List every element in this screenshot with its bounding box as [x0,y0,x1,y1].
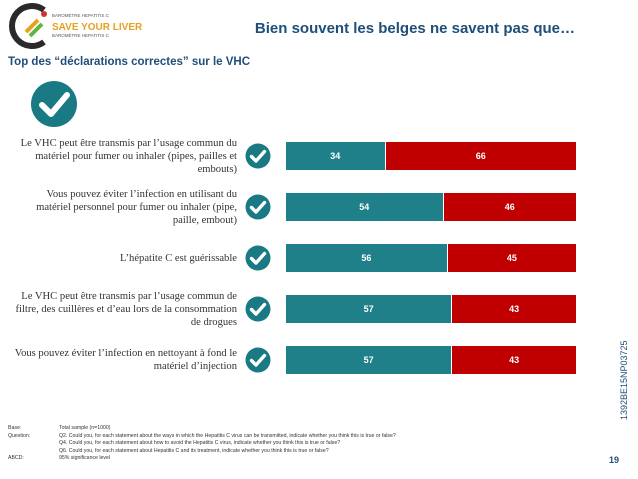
footer-row: Q6. Could you, for each statement about … [8,448,396,456]
footer-text: 95% significance level [59,455,111,462]
bar-correct: 54 [286,193,443,221]
page-title: Bien souvent les belges ne savent pas qu… [254,20,575,37]
category-label: L’hépatite C est guérissable [120,252,237,264]
data-label: 57 [363,304,374,314]
bar-correct: 56 [286,244,447,272]
category-label: Le VHC peut être transmis par l’usage co… [15,290,237,328]
check-circle-icon [245,296,271,322]
logo-graphic: BAROMÈTRE HEPATITIS C SAVE YOUR LIVER BA… [9,3,143,49]
footer-row: ABCD: 95% significance level [8,455,396,463]
footer-text: Total sample (n=1000) [59,425,111,431]
category-label: Le VHC peut être transmis par l’usage co… [20,137,237,175]
footer-text: Q6. Could you, for each statement about … [59,447,329,454]
bar-correct: 57 [286,346,452,374]
footer-text: Q4. Could you, for each statement about … [59,440,341,447]
bar-incorrect: 66 [384,142,576,170]
check-circle-icon [245,194,271,220]
logo-line1: BAROMÈTRE HEPATITIS C [52,12,110,18]
data-label: 43 [509,355,520,365]
footer-row: Base: Total sample (n=1000) [8,425,396,433]
data-label: 43 [509,304,520,314]
bar-incorrect: 43 [451,346,576,374]
footer-row: Q4. Could you, for each statement about … [8,440,396,448]
footer-key [8,440,59,448]
bar-incorrect: 43 [451,295,576,323]
data-label: 66 [475,151,486,161]
data-label: 34 [330,151,341,161]
check-circle-icon [30,80,78,128]
logo-line2: SAVE YOUR LIVER [52,22,143,33]
footer-text: Q2. Could you, for each statement about … [59,432,396,439]
bar-correct: 57 [286,295,452,323]
footer-key [8,448,59,456]
logo-line3: BAROMÈTRE HEPATITIS C [52,32,110,38]
data-label: 45 [506,253,517,263]
check-circle-icon [245,245,271,271]
footer-key: ABCD: [8,455,24,462]
data-label: 56 [361,253,372,263]
bar-incorrect: 46 [442,193,576,221]
footer-key: Question: [8,432,31,439]
bar-correct: 34 [286,142,385,170]
data-label: 46 [504,202,515,212]
footer-notes: Base: Total sample (n=1000) Question: Q2. … [8,425,396,463]
footer-row: Question: Q2. Could you, for each stateme… [8,433,396,441]
document-code: 1392BE15NP03725 [619,340,629,420]
data-label: 57 [363,355,374,365]
page-subtitle: Top des “déclarations correctes” sur le … [8,56,251,68]
check-circle-icon [245,347,271,373]
logo: BAROMÈTRE HEPATITIS C SAVE YOUR LIVER BA… [4,2,154,50]
category-label: Vous pouvez éviter l’infection en utilis… [36,188,237,226]
footer-key: Base: [8,425,22,431]
page-number: 19 [609,455,620,465]
bar-incorrect: 45 [446,244,576,272]
check-circle-icon [245,143,271,169]
category-label: Vous pouvez éviter l’infection en nettoy… [14,348,237,372]
data-label: 54 [359,202,370,212]
